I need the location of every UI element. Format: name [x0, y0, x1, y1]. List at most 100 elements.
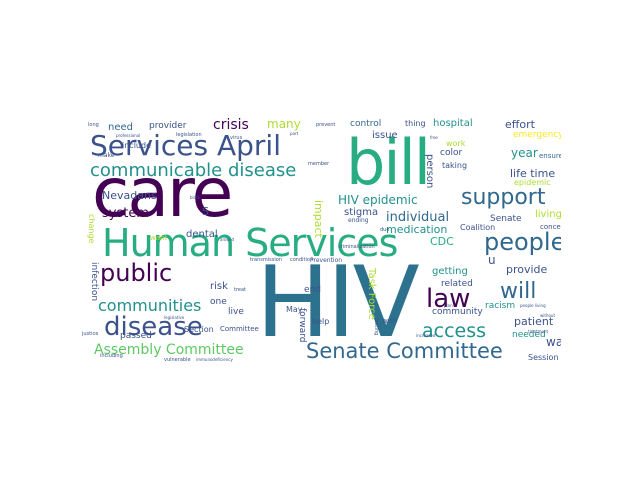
word-people-living: people living	[520, 303, 546, 308]
word-vulnerable: vulnerable	[164, 357, 191, 363]
word-make: make	[98, 152, 115, 159]
word-way: way	[546, 335, 561, 349]
word-around: around	[220, 237, 235, 242]
word-change: change	[87, 214, 96, 244]
word-many: many	[267, 118, 301, 131]
word-section: Section	[184, 325, 214, 334]
word-free: free	[430, 135, 438, 140]
word-individual: individual	[386, 210, 450, 225]
word-control: control	[350, 119, 382, 129]
word-one: one	[210, 297, 227, 307]
word-patient: patient	[514, 315, 554, 328]
word-effort: effort	[505, 118, 535, 131]
word-communities: communities	[98, 296, 202, 315]
word-provider: provider	[149, 121, 187, 131]
word-include: include	[122, 141, 151, 150]
word-hiv: HIV	[256, 246, 420, 360]
word-passed: passed	[120, 331, 152, 341]
word-life-time: life time	[510, 167, 556, 180]
word-emergency: emergency	[513, 130, 561, 140]
word-support: support	[461, 185, 546, 210]
word-professional: professional	[116, 133, 141, 138]
word-coalition: Coalition	[460, 223, 496, 232]
word-senate: Senate	[490, 214, 522, 224]
word-testing: testing	[373, 318, 379, 336]
word-ending: ending	[348, 217, 369, 224]
word-year: year	[511, 146, 538, 160]
word-condition: condition	[290, 257, 314, 263]
word-assembly-committee: Assembly Committee	[94, 342, 244, 358]
word-nevadans: Nevadans	[102, 189, 157, 202]
word-immunodeficiency: immunodeficiency	[196, 357, 233, 362]
word-care: care	[92, 154, 233, 233]
word-plan: plan	[444, 303, 453, 308]
word-live: live	[228, 307, 244, 317]
word-hiv-epidemic: HIV epidemic	[338, 193, 418, 207]
word-access: access	[422, 320, 487, 342]
word-help: help	[312, 317, 330, 326]
word-taking: taking	[442, 161, 468, 170]
word-epidemic: epidemic	[514, 178, 551, 187]
word-work: work	[446, 139, 466, 148]
word-including: including	[100, 353, 123, 359]
word-risk: risk	[210, 281, 228, 292]
word-increased: increased	[416, 333, 436, 338]
word-getting: getting	[432, 266, 468, 277]
word-disease: disease	[104, 312, 203, 342]
word-criminalization: criminalization	[338, 244, 375, 250]
word-treatment: treatment	[528, 329, 549, 334]
word-system: system	[102, 206, 149, 221]
word-long: long	[88, 122, 99, 128]
word-may: May	[286, 305, 303, 314]
word-public: public	[100, 259, 173, 287]
word-member: member	[308, 161, 330, 167]
word-issue: issue	[372, 130, 398, 141]
word-legislative: legislative	[164, 315, 185, 320]
word-cloud: care HIV bill Human Services Services Ap…	[80, 118, 561, 368]
word-stigma: stigma	[344, 207, 379, 218]
word-services-april: Services April	[90, 129, 281, 162]
word-dental: dental	[186, 229, 218, 240]
word-concern: concern	[540, 223, 561, 231]
word-transmission: transmission	[250, 257, 282, 263]
word-hospital: hospital	[433, 118, 473, 129]
word-community: community	[432, 307, 483, 317]
word-law: law	[426, 284, 471, 314]
word-people: people	[484, 228, 561, 256]
word-thing: thing	[405, 119, 426, 128]
word-related: related	[441, 279, 473, 289]
word-end: end	[304, 285, 321, 295]
word-color: color	[440, 148, 463, 158]
word-treat: treat	[234, 287, 247, 293]
word-want: want	[150, 234, 168, 242]
word-without: without	[540, 313, 556, 318]
word-legislation: legislation	[176, 132, 202, 138]
word-due: due	[380, 227, 390, 233]
word-living: living	[535, 209, 561, 220]
word-justice: justice	[82, 331, 99, 337]
word-senate-committee: Senate Committee	[306, 339, 503, 363]
word-racism: racism	[485, 301, 516, 311]
word-ensure: ensure	[539, 152, 561, 160]
word-committee: Committee	[220, 325, 259, 333]
word-session: Session	[528, 353, 559, 362]
word-black: black	[190, 195, 201, 200]
word-cdc: CDC	[430, 235, 454, 248]
word-s: S	[202, 205, 209, 218]
word-task-force: Task Force	[366, 268, 377, 320]
word-person: person	[424, 154, 435, 189]
word-part: part	[290, 131, 299, 136]
word-impact: impact	[312, 200, 325, 238]
word-prevention: Prevention	[310, 257, 343, 264]
word-well: well	[382, 317, 396, 325]
word-will: will	[500, 279, 537, 304]
word-prevent: prevent	[316, 122, 336, 128]
word-bill: bill	[346, 126, 431, 199]
word-medication: medication	[386, 223, 448, 236]
word-provide: provide	[506, 263, 548, 276]
word-communicable-disease: communicable disease	[90, 160, 297, 181]
word-u: u	[488, 253, 496, 267]
word-infection: infection	[89, 262, 99, 302]
word-virus: virus	[230, 135, 243, 141]
word-needed: needed	[512, 330, 546, 340]
